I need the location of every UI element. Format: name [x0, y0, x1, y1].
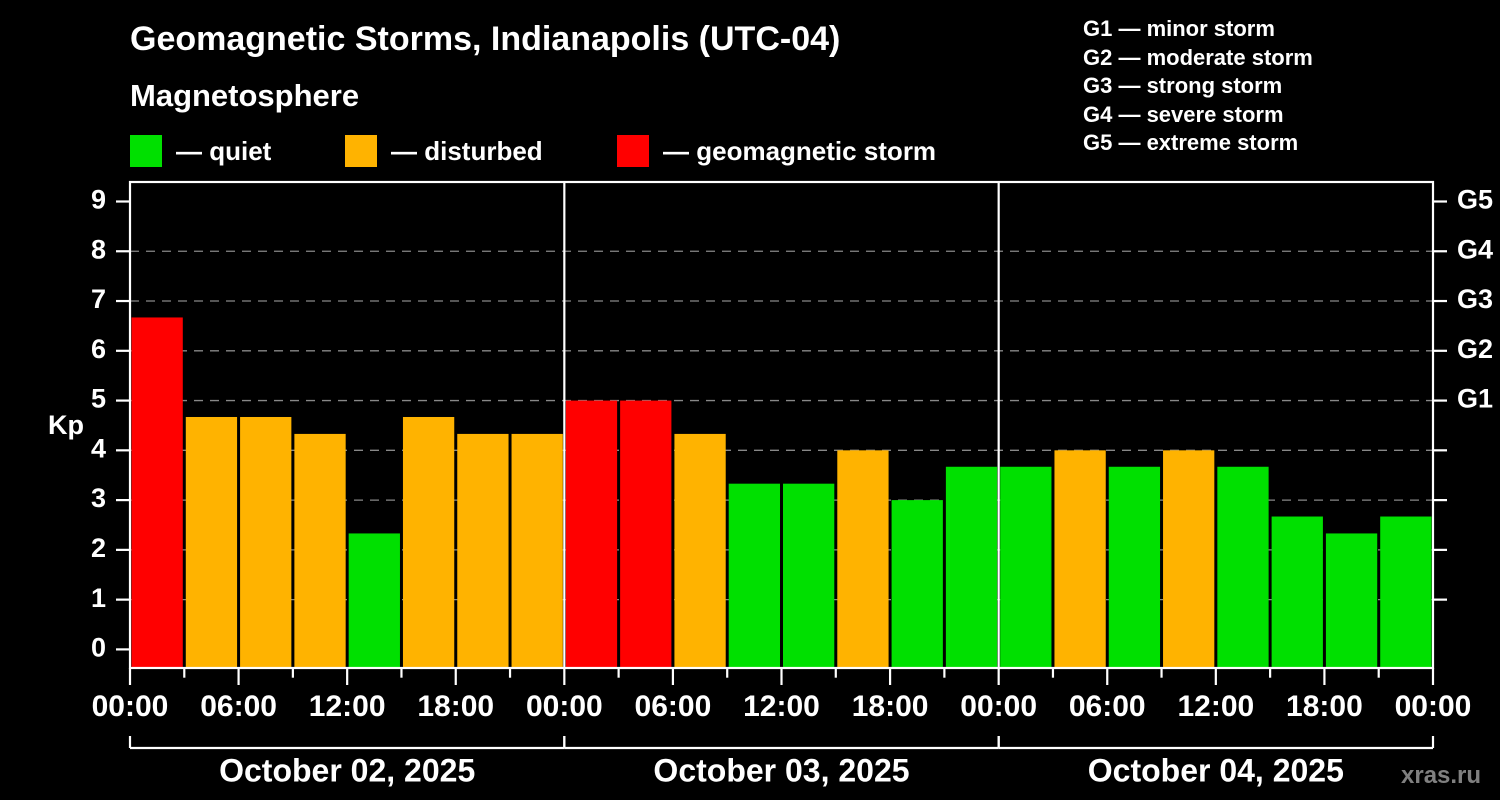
- svg-text:G5: G5: [1457, 185, 1493, 215]
- svg-text:3: 3: [91, 483, 106, 513]
- svg-text:00:00: 00:00: [92, 690, 169, 723]
- svg-text:October 04, 2025: October 04, 2025: [1088, 752, 1344, 788]
- svg-text:G2: G2: [1457, 334, 1493, 364]
- svg-text:October 03, 2025: October 03, 2025: [653, 752, 909, 788]
- svg-text:1: 1: [91, 583, 106, 613]
- svg-text:9: 9: [91, 185, 106, 215]
- svg-text:0: 0: [91, 633, 106, 663]
- svg-text:5: 5: [91, 384, 106, 414]
- svg-text:2: 2: [91, 533, 106, 563]
- svg-text:G1: G1: [1457, 384, 1493, 414]
- svg-text:18:00: 18:00: [1286, 690, 1363, 723]
- svg-text:06:00: 06:00: [635, 690, 712, 723]
- svg-text:G3: G3: [1457, 284, 1493, 314]
- svg-text:18:00: 18:00: [852, 690, 929, 723]
- svg-text:12:00: 12:00: [309, 690, 386, 723]
- svg-text:G4: G4: [1457, 234, 1493, 264]
- svg-text:00:00: 00:00: [1395, 690, 1472, 723]
- svg-text:7: 7: [91, 284, 106, 314]
- svg-text:6: 6: [91, 334, 106, 364]
- svg-text:8: 8: [91, 234, 106, 264]
- svg-text:06:00: 06:00: [1069, 690, 1146, 723]
- svg-text:12:00: 12:00: [743, 690, 820, 723]
- svg-text:4: 4: [91, 433, 106, 463]
- svg-text:18:00: 18:00: [417, 690, 494, 723]
- svg-text:00:00: 00:00: [526, 690, 603, 723]
- svg-text:06:00: 06:00: [200, 690, 277, 723]
- svg-text:12:00: 12:00: [1177, 690, 1254, 723]
- svg-text:October 02, 2025: October 02, 2025: [219, 752, 475, 788]
- svg-text:00:00: 00:00: [960, 690, 1037, 723]
